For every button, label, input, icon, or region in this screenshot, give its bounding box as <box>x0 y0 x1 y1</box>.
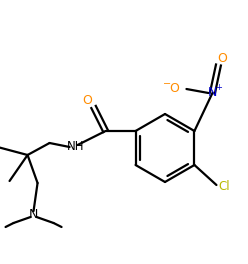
Text: Cl: Cl <box>218 180 230 192</box>
Text: −: − <box>163 79 172 89</box>
Text: +: + <box>215 83 222 92</box>
Text: O: O <box>83 93 93 106</box>
Text: NH: NH <box>67 140 84 153</box>
Text: N: N <box>208 87 217 100</box>
Text: N: N <box>29 209 38 221</box>
Text: O: O <box>217 51 227 64</box>
Text: O: O <box>169 82 179 96</box>
